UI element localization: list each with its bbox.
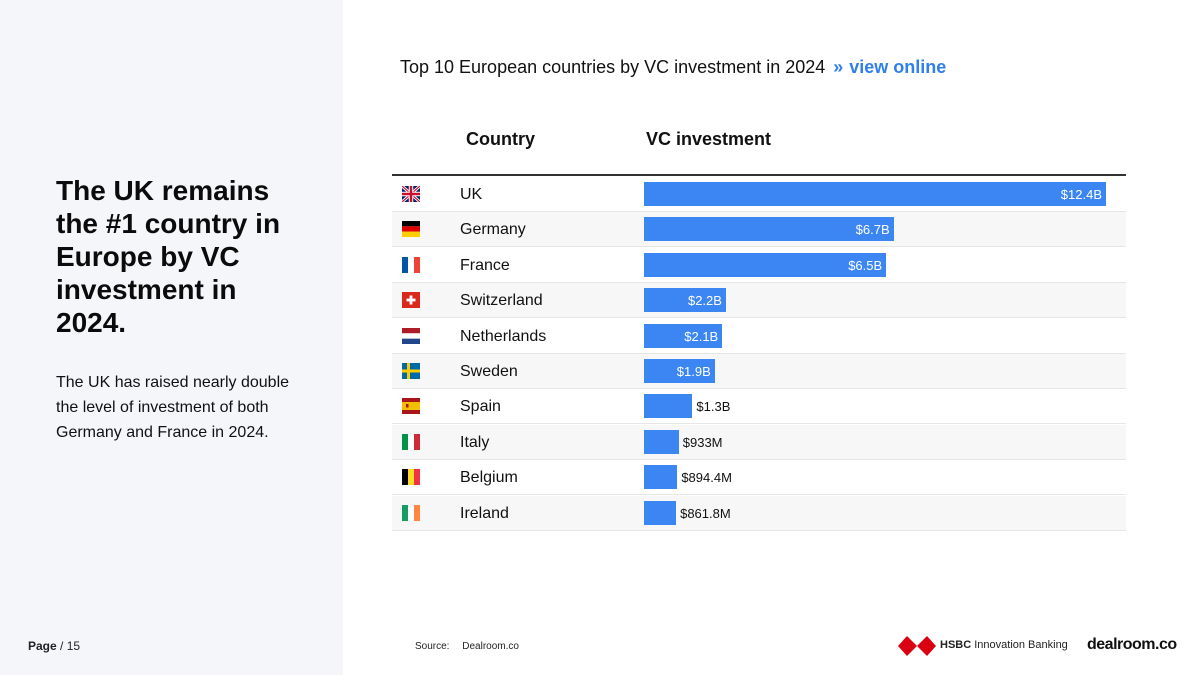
bar bbox=[644, 323, 723, 348]
headline: The UK remains the #1 country in Europe … bbox=[56, 175, 281, 338]
table-row: UK $12.4B bbox=[392, 177, 1126, 212]
country-label: Netherlands bbox=[460, 327, 547, 345]
column-header-country: Country bbox=[466, 129, 535, 149]
bar bbox=[644, 182, 1106, 206]
table-row: Italy $933M bbox=[392, 424, 1126, 460]
value-label: $894.4M bbox=[681, 470, 732, 486]
bar bbox=[644, 359, 715, 383]
bar bbox=[644, 288, 726, 313]
column-header-vc-investment: VC investment bbox=[646, 129, 772, 149]
flag-uk-icon bbox=[402, 186, 420, 202]
table-row: Germany $6.7B bbox=[392, 212, 1126, 248]
bar bbox=[644, 252, 887, 277]
hsbc-text: HSBC Innovation Banking bbox=[940, 639, 1068, 651]
country-label: Ireland bbox=[460, 504, 509, 522]
value-label: $2.1B bbox=[684, 328, 719, 344]
value-label: $2.2B bbox=[687, 293, 722, 309]
country-label: Italy bbox=[460, 433, 490, 451]
value-label: $1.9B bbox=[676, 364, 711, 379]
hsbc-hexagon-icon bbox=[898, 636, 936, 656]
flag-sweden-icon bbox=[402, 363, 420, 379]
flag-switzerland-icon bbox=[402, 292, 420, 309]
chevron-double-right-icon: » bbox=[833, 57, 844, 77]
body-text: The UK has raised nearly double the leve… bbox=[56, 374, 290, 441]
country-label: Spain bbox=[460, 398, 501, 416]
chart-title: Top 10 European countries by VC investme… bbox=[400, 57, 946, 78]
header-divider bbox=[392, 174, 1126, 176]
flag-netherlands-icon bbox=[402, 327, 420, 344]
value-label: $861.8M bbox=[680, 505, 731, 521]
table-row: Sweden $1.9B bbox=[392, 354, 1126, 389]
country-label: UK bbox=[460, 186, 483, 203]
value-label: $12.4B bbox=[1060, 187, 1102, 202]
flag-spain-icon bbox=[402, 398, 420, 415]
flag-italy-icon bbox=[402, 433, 420, 450]
hsbc-bold-text: HSBC bbox=[940, 639, 972, 651]
page-total: / 15 bbox=[60, 639, 81, 653]
source-value: Dealroom.co bbox=[462, 641, 519, 652]
value-label: $1.3B bbox=[696, 399, 731, 415]
left-panel: The UK remains the #1 country in Europe … bbox=[0, 0, 343, 675]
chart-title-text: Top 10 European countries by VC investme… bbox=[400, 57, 826, 77]
value-label: $933M bbox=[682, 434, 723, 450]
table-row: Belgium $894.4M bbox=[392, 460, 1126, 496]
view-online-link[interactable]: view online bbox=[849, 57, 947, 77]
flag-ireland-icon bbox=[402, 504, 420, 521]
page-label: Page bbox=[28, 639, 57, 653]
table-row: Spain $1.3B bbox=[392, 389, 1126, 425]
table-row: Switzerland $2.2B bbox=[392, 283, 1126, 319]
source-label: Source: bbox=[415, 641, 450, 652]
table-row: France $6.5B bbox=[392, 248, 1126, 283]
page-number: Page / 15 bbox=[28, 639, 80, 653]
bar bbox=[644, 429, 679, 454]
table-row: Netherlands $2.1B bbox=[392, 319, 1126, 354]
hsbc-innovation-banking-logo: HSBC Innovation Banking bbox=[898, 634, 1068, 658]
country-label: France bbox=[460, 256, 510, 274]
bar bbox=[644, 394, 693, 419]
value-label: $6.5B bbox=[848, 257, 883, 273]
flag-france-icon bbox=[402, 256, 420, 273]
flag-germany-icon bbox=[402, 221, 420, 238]
bar bbox=[644, 500, 677, 525]
country-label: Sweden bbox=[460, 363, 518, 380]
table-row: Ireland $861.8M bbox=[392, 495, 1126, 531]
flag-belgium-icon bbox=[402, 469, 420, 486]
country-label: Germany bbox=[460, 221, 526, 239]
country-label: Switzerland bbox=[460, 292, 543, 310]
bar bbox=[644, 217, 894, 242]
dealroom-logo: dealroom.co bbox=[1087, 636, 1177, 653]
source-note: Source: Dealroom.co bbox=[415, 641, 519, 652]
bar bbox=[644, 465, 678, 490]
value-label: $6.7B bbox=[855, 222, 890, 238]
hsbc-rest-text: Innovation Banking bbox=[974, 639, 1068, 651]
country-label: Belgium bbox=[460, 469, 518, 487]
